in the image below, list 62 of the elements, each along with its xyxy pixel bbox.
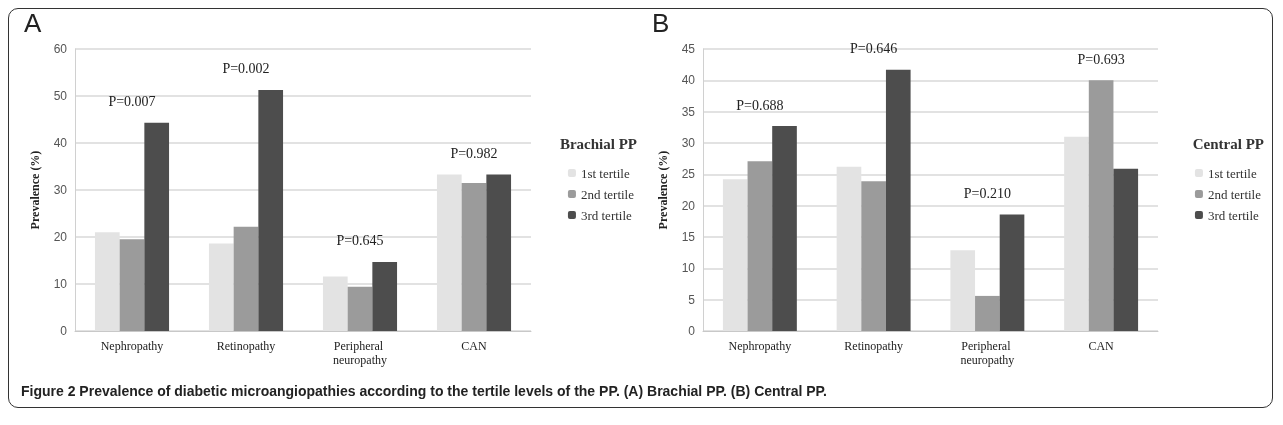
chart-title: A [24,8,42,38]
x-tick-label: Retinopathy [844,339,903,353]
bar [747,161,773,331]
y-tick-label: 50 [53,89,68,103]
y-tick-label: 10 [53,277,68,291]
annotation: P=0.645 [336,233,384,249]
bar [486,174,512,331]
y-tick-label: 20 [53,230,68,244]
x-tick-label: CAN [1088,339,1115,353]
bar [144,122,170,331]
y-tick-label: 0 [688,324,696,338]
bar [975,295,1000,331]
x-tick-label: Peripheral neuropathy [333,339,387,367]
legend-label: 3rd tertile [580,207,633,223]
x-tick-label: Peripheral neuropathy [960,339,1015,367]
y-tick-label: 10 [681,261,696,276]
y-axis-title: Prevalence (%) [656,150,670,230]
y-tick-label: 25 [681,167,696,182]
x-tick-label: Nephropathy [728,339,792,353]
y-tick-label: 30 [681,136,696,150]
annotation: P=0.210 [963,185,1011,201]
bar [1113,168,1139,331]
bar [119,239,145,331]
legend-title: Brachial PP [559,135,638,152]
y-tick-label: 0 [60,324,68,338]
bar [999,214,1025,331]
y-tick-label: 20 [681,198,696,213]
annotation: P=0.688 [736,97,784,113]
y-tick-label: 40 [53,136,68,150]
legend-label: 3rd tertile [1207,207,1260,223]
x-tick-label: CAN [461,339,487,353]
bar [861,181,886,331]
legend-label: 1st tertile [580,165,630,181]
annotation: P=0.646 [850,41,898,57]
y-tick-label: 30 [53,183,68,197]
legend-label: 2nd tertile [580,186,635,202]
y-tick-label: 5 [688,292,696,307]
annotation: P=0.693 [1077,51,1125,67]
bar [258,89,284,331]
bar [372,261,398,331]
annotation: P=0.007 [108,94,156,110]
y-tick-label: 15 [681,230,696,244]
bar [885,69,911,331]
x-tick-label: Retinopathy [216,339,276,353]
chart-title: B [652,8,670,38]
bar [233,226,259,331]
legend-label: 2nd tertile [1207,186,1262,202]
y-tick-label: 35 [681,104,696,119]
bar [347,286,373,331]
y-tick-label: 60 [53,42,68,56]
bar [772,126,797,331]
y-tick-label: 45 [681,42,696,56]
x-tick-label: Nephropathy [100,339,164,353]
annotation: P=0.002 [222,61,270,77]
bar [461,182,487,331]
bar [1088,80,1114,331]
annotation: P=0.982 [450,145,498,161]
legend-title: Central PP [1192,135,1265,152]
caption: Figure 2 Prevalence of diabetic microangiopathies according to the tertile levels of the PP. (A) Brachial PP. (B) Central PP. [20,382,828,401]
y-axis-title: Prevalence (%) [28,150,42,230]
legend-label: 1st tertile [1207,165,1257,181]
y-tick-label: 40 [681,73,696,88]
